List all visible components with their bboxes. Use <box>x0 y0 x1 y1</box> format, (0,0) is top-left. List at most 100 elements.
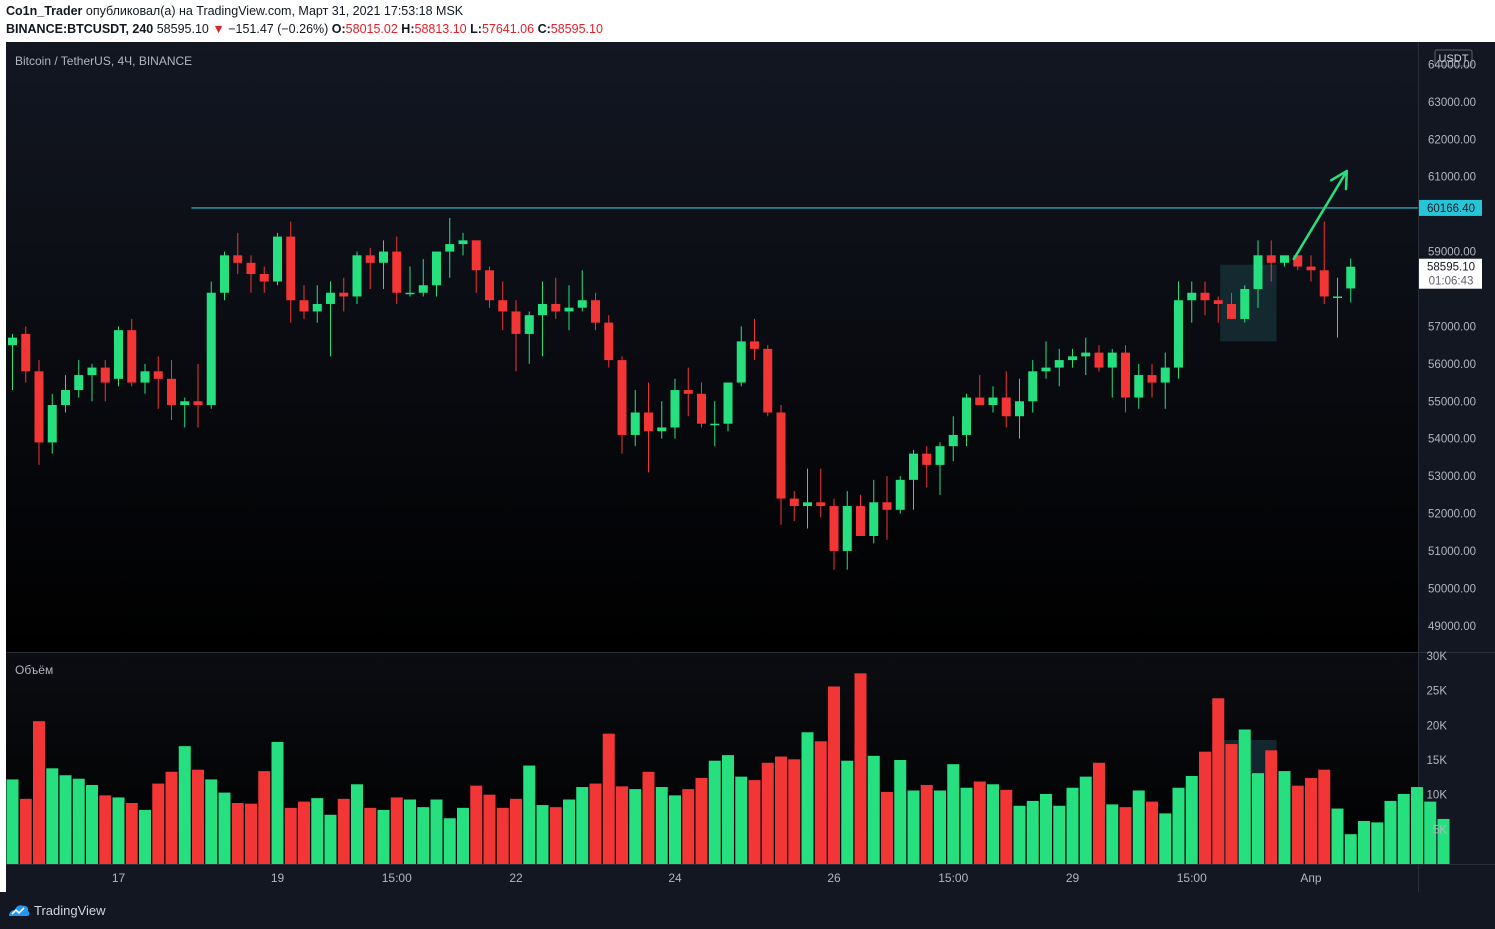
candle-body <box>1054 360 1064 368</box>
candle-body <box>1213 300 1223 304</box>
volume-bar <box>602 733 615 864</box>
price-axis-ticks: 64000.00 63000.00 62000.00 61000.00 59000.00… <box>1428 59 1476 632</box>
volume-tick-label: 20K <box>1427 720 1448 732</box>
time-axis-bg <box>6 864 1418 892</box>
candle-body <box>856 506 865 536</box>
tradingview-logo-icon[interactable] <box>7 902 31 918</box>
up-arrow-drawing[interactable] <box>1292 169 1349 261</box>
close-value: 58595.10 <box>550 22 603 36</box>
candle-body <box>1187 292 1197 301</box>
volume-tick-label: 25K <box>1427 686 1448 698</box>
volume-bar <box>1053 805 1066 864</box>
volume-bar <box>364 807 377 864</box>
price-tick-label: 52000.00 <box>1428 509 1476 521</box>
candle-body <box>710 423 720 426</box>
candle-body <box>577 300 587 308</box>
volume-bar <box>139 809 151 864</box>
arrow-shaft <box>1292 169 1349 261</box>
publish-info: Co1n_Trader опубликовал(а) на TradingVie… <box>6 4 463 18</box>
candle-body <box>604 322 614 361</box>
volume-bar <box>1278 771 1291 864</box>
currency-badge[interactable] <box>1434 49 1473 67</box>
volume-bar <box>245 803 257 864</box>
footer-bar: TradingView <box>0 892 1495 929</box>
ohlc-legend: BINANCE:BTCUSDT, 240 58595.10 ▼ −151.47 … <box>6 22 603 36</box>
price-tick-label: 57000.00 <box>1428 321 1476 333</box>
volume-bar <box>470 785 483 864</box>
candle-body <box>1306 266 1316 271</box>
volume-bar <box>1371 822 1384 864</box>
volume-bar <box>1291 785 1304 864</box>
chart-area[interactable]: Bitcoin / TetherUS, 4Ч, BINANCE Объём US… <box>6 42 1495 892</box>
candle-body <box>233 255 243 263</box>
candle-body <box>34 371 44 443</box>
publish-header: Co1n_Trader опубликовал(а) на TradingVie… <box>0 0 1495 42</box>
volume-bar <box>192 769 204 864</box>
candle-body <box>153 371 163 379</box>
volume-title: Объём <box>15 663 53 677</box>
tradingview-brand[interactable]: TradingView <box>34 903 106 918</box>
volume-bar <box>72 778 85 864</box>
volume-bar <box>934 790 946 864</box>
volume-bar <box>298 801 310 864</box>
candle-body <box>47 405 57 443</box>
candle-body <box>895 479 905 510</box>
volume-bar <box>125 802 138 864</box>
close-label: C: <box>537 22 551 36</box>
candle-body <box>100 367 110 383</box>
candle-body <box>193 401 203 406</box>
volume-bar <box>987 784 999 864</box>
candle-body <box>1280 255 1289 263</box>
price-tick-label: 63000.00 <box>1428 97 1476 109</box>
volume-bar <box>708 760 721 864</box>
candle-body <box>922 453 932 465</box>
candle-body <box>312 303 322 312</box>
volume-bar <box>894 760 907 864</box>
candle-body <box>816 502 826 507</box>
high-label: H: <box>401 22 415 36</box>
price-chart[interactable]: Bitcoin / TetherUS, 4Ч, BINANCE Объём US… <box>6 42 1495 892</box>
author-name[interactable]: Co1n_Trader <box>6 4 83 18</box>
volume-bar <box>669 795 681 864</box>
candle-body <box>180 401 190 406</box>
candle-body <box>8 337 17 346</box>
volume-bar <box>33 721 45 864</box>
price-tick-label: 54000.00 <box>1428 434 1476 446</box>
volume-bar <box>629 789 642 864</box>
last-price: 58595.10 <box>156 22 209 36</box>
volume-bar <box>616 786 628 864</box>
time-tick-label: 24 <box>668 871 682 885</box>
volume-bar <box>1093 762 1105 864</box>
candle-body <box>498 300 508 312</box>
volume-bar <box>1040 793 1052 864</box>
candle-body <box>74 375 84 391</box>
candle-body <box>1253 255 1263 289</box>
volume-bar <box>324 814 337 864</box>
price-tick-label: 64000.00 <box>1428 59 1476 71</box>
volume-bar <box>867 755 880 864</box>
candle-body <box>538 303 547 316</box>
volume-bar <box>854 673 867 864</box>
price-tick-label: 59000.00 <box>1428 247 1476 259</box>
candle-body <box>418 285 428 293</box>
candle-body <box>803 502 812 507</box>
volume-bar <box>510 798 522 864</box>
candles <box>8 217 1356 570</box>
volume-bar <box>205 779 218 864</box>
candle-body <box>723 382 733 424</box>
candle-body <box>644 412 653 432</box>
volume-bar <box>695 778 708 864</box>
candle-body <box>1015 401 1024 417</box>
candle-body <box>445 244 455 252</box>
candle-body <box>975 397 985 406</box>
candle-body <box>829 506 839 551</box>
candle-body <box>564 307 574 312</box>
volume-bar <box>1358 821 1370 864</box>
candle-body <box>789 498 799 507</box>
candle-body <box>1333 296 1342 298</box>
candle-body <box>697 393 706 424</box>
candle-body <box>471 240 481 271</box>
candle-body <box>458 240 468 245</box>
time-tick-label: 29 <box>1066 871 1080 885</box>
candle-body <box>326 292 335 304</box>
